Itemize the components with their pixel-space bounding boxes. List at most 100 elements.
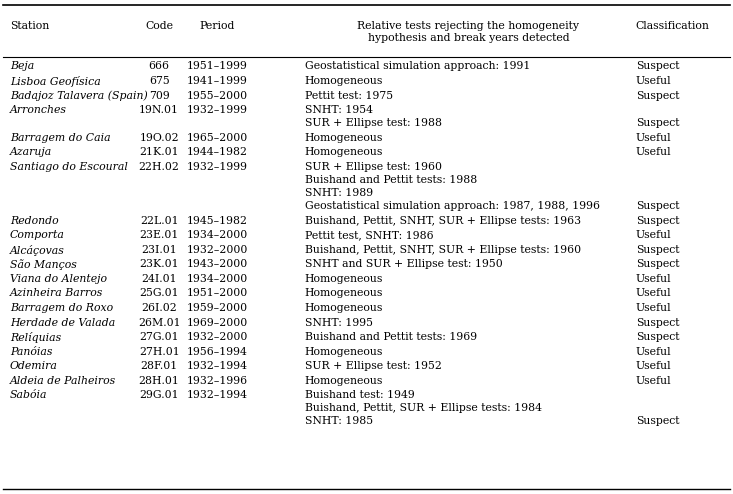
Text: Classification: Classification	[636, 21, 710, 31]
Text: 1969–2000: 1969–2000	[187, 318, 248, 328]
Text: Homogeneous: Homogeneous	[305, 147, 383, 157]
Text: Useful: Useful	[636, 133, 671, 143]
Text: Useful: Useful	[636, 230, 671, 240]
Text: Pettit test, SNHT: 1986: Pettit test, SNHT: 1986	[305, 230, 433, 240]
Text: 1943–2000: 1943–2000	[187, 259, 248, 269]
Text: Useful: Useful	[636, 361, 671, 371]
Text: 22L.01: 22L.01	[140, 216, 178, 226]
Text: Homogeneous: Homogeneous	[305, 133, 383, 143]
Text: Sabóia: Sabóia	[10, 390, 48, 400]
Text: Odemira: Odemira	[10, 361, 58, 371]
Text: 1945–1982: 1945–1982	[187, 216, 248, 226]
Text: Suspect: Suspect	[636, 416, 679, 426]
Text: Station: Station	[10, 21, 49, 31]
Text: 666: 666	[149, 61, 169, 72]
Text: 27G.01: 27G.01	[139, 332, 179, 342]
Text: Buishand and Pettit tests: 1988: Buishand and Pettit tests: 1988	[305, 175, 477, 185]
Text: Buishand and Pettit tests: 1969: Buishand and Pettit tests: 1969	[305, 332, 476, 342]
Text: Pettit test: 1975: Pettit test: 1975	[305, 90, 393, 100]
Text: Useful: Useful	[636, 376, 671, 386]
Text: Buishand, Pettit, SNHT, SUR + Ellipse tests: 1960: Buishand, Pettit, SNHT, SUR + Ellipse te…	[305, 245, 581, 255]
Text: 28H.01: 28H.01	[139, 376, 180, 386]
Text: Suspect: Suspect	[636, 118, 679, 128]
Text: Relíquias: Relíquias	[10, 332, 62, 343]
Text: 1951–1999: 1951–1999	[187, 61, 248, 72]
Text: Barragem do Roxo: Barragem do Roxo	[10, 303, 113, 313]
Text: 26M.01: 26M.01	[138, 318, 180, 328]
Text: 19N.01: 19N.01	[139, 105, 179, 115]
Text: Arronches: Arronches	[10, 105, 67, 115]
Text: 29G.01: 29G.01	[139, 390, 179, 400]
Text: Period: Period	[199, 21, 235, 31]
Text: 1951–2000: 1951–2000	[187, 288, 248, 298]
Text: 1934–2000: 1934–2000	[187, 230, 248, 240]
Text: Useful: Useful	[636, 147, 671, 157]
Text: Useful: Useful	[636, 347, 671, 357]
Text: 28F.01: 28F.01	[141, 361, 178, 371]
Text: SNHT: 1985: SNHT: 1985	[305, 416, 373, 426]
Text: Homogeneous: Homogeneous	[305, 76, 383, 86]
Text: Herdade de Valada: Herdade de Valada	[10, 318, 115, 328]
Text: Suspect: Suspect	[636, 61, 679, 72]
Text: 1932–1994: 1932–1994	[187, 390, 248, 400]
Text: SNHT: 1989: SNHT: 1989	[305, 188, 373, 198]
Text: SUR + Ellipse test: 1960: SUR + Ellipse test: 1960	[305, 162, 442, 172]
Text: Suspect: Suspect	[636, 332, 679, 342]
Text: Panóias: Panóias	[10, 347, 53, 357]
Text: Useful: Useful	[636, 303, 671, 313]
Text: Aldeia de Palheiros: Aldeia de Palheiros	[10, 376, 117, 386]
Text: 21K.01: 21K.01	[139, 147, 179, 157]
Text: 1932–1999: 1932–1999	[187, 105, 248, 115]
Text: Redondo: Redondo	[10, 216, 59, 226]
Text: Relative tests rejecting the homogeneity
hypothesis and break years detected: Relative tests rejecting the homogeneity…	[357, 21, 579, 43]
Text: Alcáçovas: Alcáçovas	[10, 245, 65, 256]
Text: 25G.01: 25G.01	[139, 288, 179, 298]
Text: Useful: Useful	[636, 288, 671, 298]
Text: Lisboa Geofísica: Lisboa Geofísica	[10, 76, 101, 87]
Text: 675: 675	[149, 76, 169, 86]
Text: Beja: Beja	[10, 61, 34, 72]
Text: Useful: Useful	[636, 76, 671, 86]
Text: Viana do Alentejo: Viana do Alentejo	[10, 274, 107, 284]
Text: SUR + Ellipse test: 1952: SUR + Ellipse test: 1952	[305, 361, 441, 371]
Text: 1934–2000: 1934–2000	[187, 274, 248, 284]
Text: 23K.01: 23K.01	[139, 259, 179, 269]
Text: Suspect: Suspect	[636, 318, 679, 328]
Text: Homogeneous: Homogeneous	[305, 288, 383, 298]
Text: SNHT: 1954: SNHT: 1954	[305, 105, 372, 115]
Text: Comporta: Comporta	[10, 230, 65, 240]
Text: Suspect: Suspect	[636, 201, 679, 211]
Text: 1959–2000: 1959–2000	[187, 303, 248, 313]
Text: 1932–2000: 1932–2000	[187, 245, 248, 255]
Text: 1932–1999: 1932–1999	[187, 162, 248, 172]
Text: 1944–1982: 1944–1982	[187, 147, 248, 157]
Text: Suspect: Suspect	[636, 216, 679, 226]
Text: 22H.02: 22H.02	[139, 162, 180, 172]
Text: 19O.02: 19O.02	[139, 133, 179, 143]
Text: Homogeneous: Homogeneous	[305, 347, 383, 357]
Text: 26I.02: 26I.02	[141, 303, 177, 313]
Text: 709: 709	[149, 90, 169, 100]
Text: 1932–2000: 1932–2000	[187, 332, 248, 342]
Text: 1955–2000: 1955–2000	[187, 90, 248, 100]
Text: Code: Code	[145, 21, 173, 31]
Text: 1932–1994: 1932–1994	[187, 361, 248, 371]
Text: 1941–1999: 1941–1999	[187, 76, 248, 86]
Text: 23E.01: 23E.01	[139, 230, 179, 240]
Text: Azaruja: Azaruja	[10, 147, 52, 157]
Text: SNHT and SUR + Ellipse test: 1950: SNHT and SUR + Ellipse test: 1950	[305, 259, 502, 269]
Text: Badajoz Talavera (Spain): Badajoz Talavera (Spain)	[10, 90, 148, 101]
Text: 27H.01: 27H.01	[139, 347, 180, 357]
Text: Buishand, Pettit, SNHT, SUR + Ellipse tests: 1963: Buishand, Pettit, SNHT, SUR + Ellipse te…	[305, 216, 581, 226]
Text: Geostatistical simulation approach: 1991: Geostatistical simulation approach: 1991	[305, 61, 530, 72]
Text: Barragem do Caia: Barragem do Caia	[10, 133, 111, 143]
Text: 23I.01: 23I.01	[141, 245, 177, 255]
Text: Santiago do Escoural: Santiago do Escoural	[10, 162, 128, 172]
Text: Homogeneous: Homogeneous	[305, 274, 383, 284]
Text: SUR + Ellipse test: 1988: SUR + Ellipse test: 1988	[305, 118, 442, 128]
Text: SNHT: 1995: SNHT: 1995	[305, 318, 372, 328]
Text: 1956–1994: 1956–1994	[187, 347, 248, 357]
Text: Buishand, Pettit, SUR + Ellipse tests: 1984: Buishand, Pettit, SUR + Ellipse tests: 1…	[305, 404, 542, 413]
Text: Buishand test: 1949: Buishand test: 1949	[305, 390, 414, 400]
Text: 1965–2000: 1965–2000	[187, 133, 248, 143]
